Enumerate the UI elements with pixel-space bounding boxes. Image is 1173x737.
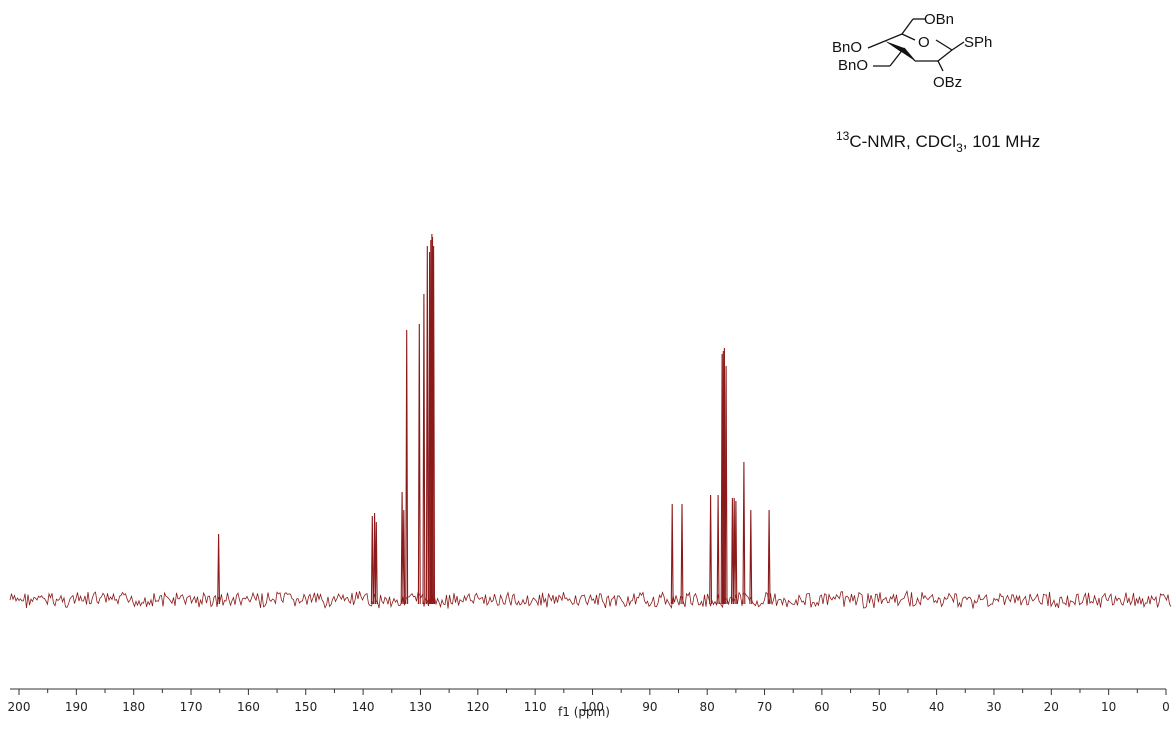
x-tick-label-180: 180 — [122, 700, 145, 714]
peak-128.8 — [425, 245, 429, 605]
peak-84.4 — [680, 503, 684, 605]
x-tick-label-40: 40 — [929, 700, 944, 714]
x-tick-label-110: 110 — [524, 700, 547, 714]
x-tick-label-170: 170 — [180, 700, 203, 714]
peak-73.6 — [742, 461, 746, 605]
baseline-noise — [9, 589, 1172, 609]
obz-label: OBz — [933, 74, 962, 91]
nucleus-text: C-NMR, CDCl — [849, 132, 956, 151]
bno-lower-label: BnO — [838, 57, 868, 74]
x-tick-label-20: 20 — [1044, 700, 1059, 714]
frequency-text: , 101 MHz — [963, 132, 1040, 151]
x-tick-label-100: 100 — [581, 700, 604, 714]
isotope-superscript: 13 — [836, 129, 850, 143]
peak-129.4 — [422, 293, 426, 605]
sph-label: SPh — [964, 34, 992, 51]
peak-75.6 — [730, 497, 734, 605]
x-tick-label-80: 80 — [700, 700, 715, 714]
solvent-subscript: 3 — [956, 141, 963, 155]
peak-86.1 — [670, 503, 674, 605]
peak-78.1 — [716, 494, 720, 605]
peak-76.7 — [724, 365, 728, 605]
obn-top-label: OBn — [924, 11, 954, 28]
x-axis: 200 190 180 170 160 150 140 130 120 110 100 90 80 70 6… — [8, 688, 1170, 714]
peak-79.4 — [709, 494, 713, 605]
x-tick-label-160: 160 — [237, 700, 260, 714]
peak-165.2 — [217, 533, 221, 605]
x-tick-label-120: 120 — [466, 700, 489, 714]
peak-75 — [734, 500, 738, 605]
peak-127.7 — [432, 245, 436, 605]
x-tick-label-90: 90 — [642, 700, 657, 714]
x-tick-label-190: 190 — [65, 700, 88, 714]
x-tick-label-30: 30 — [986, 700, 1001, 714]
x-axis-label: f1 (ppm) — [558, 705, 610, 719]
x-tick-label-0: 0 — [1162, 700, 1170, 714]
ring-oxygen-label: O — [918, 34, 930, 51]
peak-72.4 — [749, 509, 753, 605]
peak-137.7 — [374, 521, 378, 605]
x-tick-label-10: 10 — [1101, 700, 1116, 714]
chemical-structure: OBn BnO BnO O SPh OBz — [832, 11, 992, 91]
x-tick-label-130: 130 — [409, 700, 432, 714]
peak-133.2 — [400, 491, 404, 605]
x-tick-label-150: 150 — [294, 700, 317, 714]
nmr-conditions: 13C-NMR, CDCl3, 101 MHz — [836, 129, 1040, 155]
x-tick-label-50: 50 — [872, 700, 887, 714]
x-tick-label-200: 200 — [8, 700, 31, 714]
peak-130.2 — [417, 323, 421, 605]
x-tick-label-60: 60 — [814, 700, 829, 714]
x-tick-label-140: 140 — [352, 700, 375, 714]
spectrum-trace — [9, 233, 1172, 609]
peak-132.4 — [405, 329, 409, 605]
peak-138.4 — [370, 515, 374, 605]
peak-132.9 — [402, 509, 406, 605]
x-tick-label-70: 70 — [757, 700, 772, 714]
bno-upper-label: BnO — [832, 39, 862, 56]
peak-69.2 — [767, 509, 771, 605]
